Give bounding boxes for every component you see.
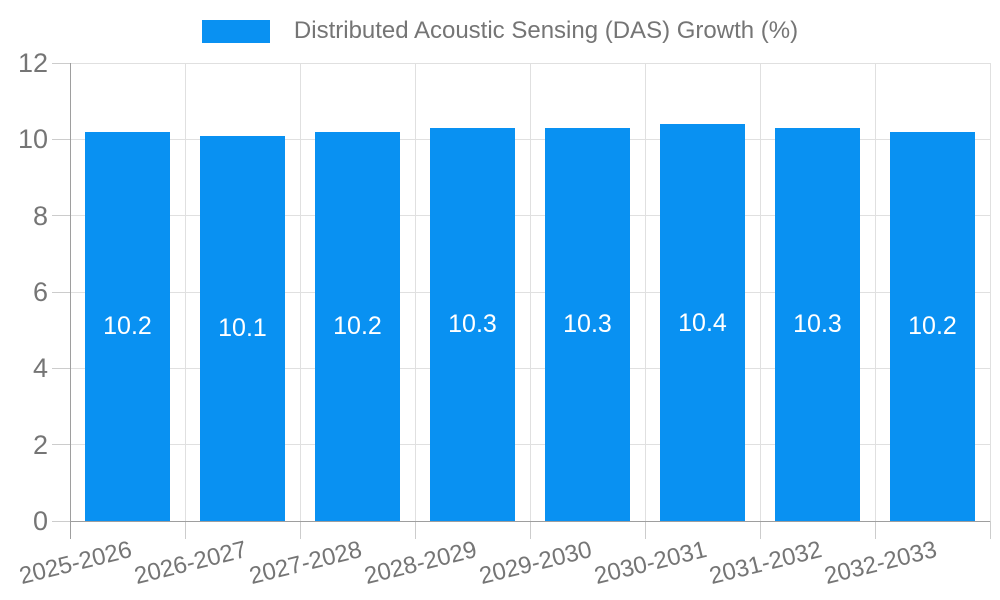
y-axis-line: [69, 63, 71, 539]
bar-2028-2029[interactable]: [430, 127, 515, 521]
bar-2026-2027[interactable]: [200, 135, 285, 521]
y-axis-tick: [52, 62, 70, 64]
x-axis-tick: [299, 521, 301, 539]
bar-value-label: 10.2: [908, 312, 957, 341]
y-axis-tick: [52, 138, 70, 140]
y-axis-label: 12: [17, 48, 48, 78]
y-axis-tick: [52, 367, 70, 369]
bar-value-label: 10.3: [793, 310, 842, 339]
gridline-vertical: [414, 63, 416, 521]
x-axis-tick: [414, 521, 416, 539]
x-axis-line: [70, 520, 990, 522]
y-axis-label: 4: [32, 353, 48, 384]
gridline-vertical: [759, 63, 761, 521]
gridline-vertical: [644, 63, 646, 521]
bar-value-label: 10.1: [218, 314, 267, 343]
bar-2030-2031[interactable]: [660, 124, 745, 521]
y-axis-label: 10: [17, 124, 48, 155]
bar-2027-2028[interactable]: [315, 131, 400, 521]
y-axis-label: 8: [32, 200, 48, 231]
legend-label: Distributed Acoustic Sensing (DAS) Growt…: [293, 17, 799, 44]
bar-2025-2026[interactable]: [85, 131, 170, 521]
chart-legend: Distributed Acoustic Sensing (DAS) Growt…: [0, 17, 1000, 45]
x-axis-tick: [874, 521, 876, 539]
y-axis-label: 0: [32, 506, 48, 536]
y-axis-tick: [52, 444, 70, 446]
legend-swatch: [201, 19, 270, 43]
y-axis-tick: [52, 215, 70, 217]
bar-value-label: 10.2: [333, 312, 382, 341]
gridline-vertical: [529, 63, 531, 521]
gridline-vertical: [184, 63, 186, 521]
gridline-vertical: [874, 63, 876, 521]
bar-value-label: 10.3: [448, 310, 497, 339]
x-axis-tick: [989, 521, 991, 539]
bar-value-label: 10.2: [103, 312, 152, 341]
bar-value-label: 10.3: [563, 310, 612, 339]
y-axis-label: 6: [32, 277, 48, 307]
y-axis-tick: [52, 520, 70, 522]
x-axis-tick: [529, 521, 531, 539]
bar-2032-2033[interactable]: [890, 131, 975, 521]
y-axis-label: 2: [32, 429, 48, 460]
bar-2029-2030[interactable]: [545, 127, 630, 521]
x-axis-tick: [759, 521, 761, 539]
bar-2031-2032[interactable]: [775, 127, 860, 521]
x-axis-tick: [644, 521, 646, 539]
gridline-vertical: [299, 63, 301, 521]
y-axis-tick: [52, 291, 70, 293]
x-axis-tick: [184, 521, 186, 539]
gridline-vertical: [989, 63, 991, 521]
bar-value-label: 10.4: [678, 308, 727, 337]
